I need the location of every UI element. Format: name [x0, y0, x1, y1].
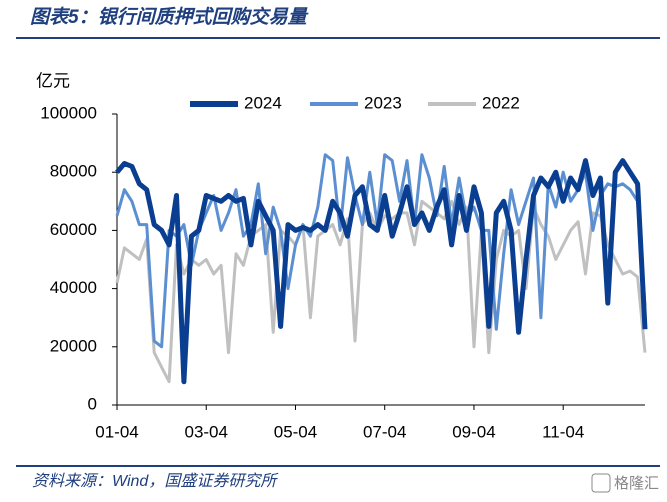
x-tick-label: 07-04: [363, 422, 406, 441]
y-tick-label: 20000: [50, 336, 97, 355]
x-tick-label: 09-04: [452, 422, 495, 441]
y-axis-label: 亿元: [36, 71, 70, 90]
x-tick-label: 05-04: [274, 422, 317, 441]
y-tick-label: 0: [88, 394, 97, 413]
watermark-icon: [591, 473, 611, 493]
y-tick-label: 40000: [50, 278, 97, 297]
y-tick-label: 100000: [40, 103, 97, 122]
x-tick-label: 01-04: [95, 422, 138, 441]
x-tick-label: 03-04: [184, 422, 227, 441]
source-note: 资料来源：Wind，国盛证券研究所: [32, 472, 279, 490]
series-line: [115, 153, 647, 349]
legend-label: 2023: [364, 93, 402, 112]
legend-label: 2022: [482, 93, 520, 112]
chart-title: 图表5：银行间质押式回购交易量: [30, 6, 309, 28]
watermark: 格隆汇: [614, 475, 659, 492]
x-tick-label: 11-04: [542, 422, 584, 441]
legend-label: 2024: [244, 93, 282, 112]
y-tick-label: 60000: [50, 220, 97, 239]
y-tick-label: 80000: [50, 162, 97, 181]
series-line: [115, 199, 647, 384]
series-line: [115, 158, 648, 385]
